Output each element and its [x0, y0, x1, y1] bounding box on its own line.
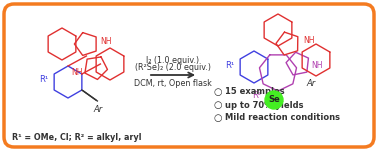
Text: Ar: Ar: [306, 80, 315, 88]
FancyBboxPatch shape: [4, 4, 374, 147]
Text: R¹: R¹: [39, 75, 48, 84]
Text: I₂ (1.0 equiv.): I₂ (1.0 equiv.): [146, 56, 200, 65]
Text: ○: ○: [214, 87, 222, 97]
Text: ○: ○: [214, 113, 222, 123]
Text: Se: Se: [268, 96, 280, 105]
Circle shape: [265, 91, 283, 109]
Text: Mild reaction conditions: Mild reaction conditions: [225, 114, 340, 123]
Text: NH: NH: [101, 36, 112, 45]
Text: NH: NH: [303, 36, 314, 45]
Text: R¹: R¹: [225, 60, 234, 69]
Text: R²: R²: [252, 92, 261, 100]
Text: up to 70% yields: up to 70% yields: [225, 100, 304, 109]
Text: DCM, rt, Open flask: DCM, rt, Open flask: [134, 79, 212, 88]
Text: NH: NH: [311, 61, 322, 70]
Text: Ar: Ar: [93, 105, 102, 114]
Text: ○: ○: [214, 100, 222, 110]
Text: NH: NH: [71, 68, 83, 77]
Text: R¹ = OMe, Cl; R² = alkyl, aryl: R¹ = OMe, Cl; R² = alkyl, aryl: [12, 134, 141, 142]
Text: 15 examples: 15 examples: [225, 87, 285, 96]
Text: (R²Se)₂ (2.0 equiv.): (R²Se)₂ (2.0 equiv.): [135, 63, 211, 72]
